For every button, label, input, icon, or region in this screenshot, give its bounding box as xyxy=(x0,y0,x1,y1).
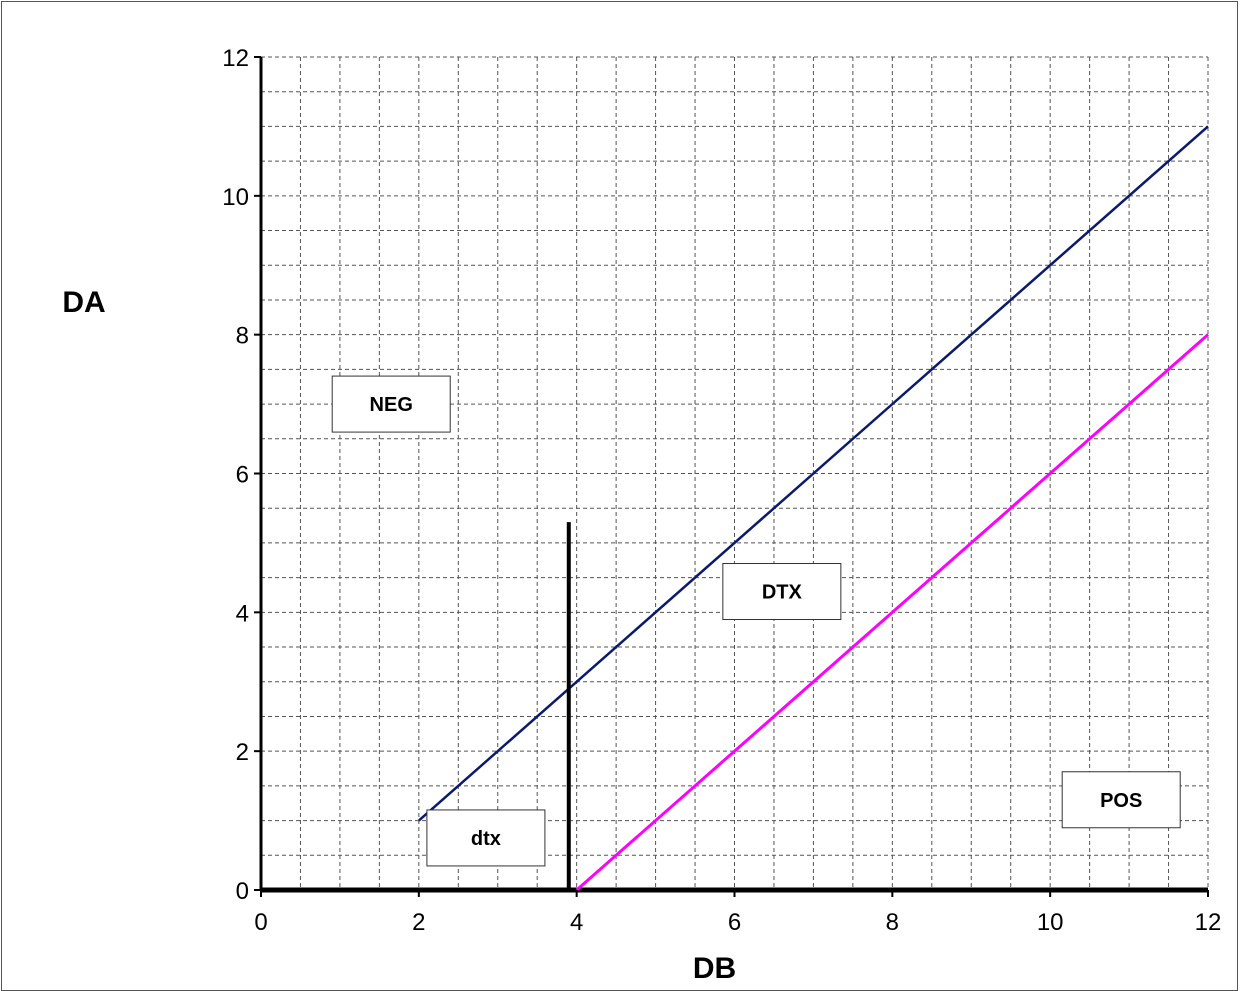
x-tick-label: 8 xyxy=(886,909,899,936)
y-tick-label: 8 xyxy=(236,323,249,350)
region-label-pos: POS xyxy=(1100,790,1142,812)
x-tick-label: 2 xyxy=(412,909,425,936)
region-label-box xyxy=(331,375,451,433)
region-label-box xyxy=(722,563,842,621)
region-labels: NEG DTX POS dtx xyxy=(331,375,1181,867)
series-line-2 xyxy=(575,333,1209,892)
y-tick-label: 10 xyxy=(222,184,249,211)
x-tick-label: 4 xyxy=(570,909,583,936)
x-tick-label: 12 xyxy=(1195,909,1222,936)
series-line-1 xyxy=(418,125,1209,822)
y-tick-label: 2 xyxy=(236,739,249,766)
region-label-box xyxy=(1061,771,1181,829)
region-label-box xyxy=(426,809,546,867)
grid xyxy=(261,56,1209,890)
tick-labels: 0 2 4 6 8 10 12 0 2 4 6 8 10 12 xyxy=(222,45,1221,936)
y-axis-label: DA xyxy=(62,286,105,319)
y-tick-label: 6 xyxy=(236,462,249,489)
y-tick-label: 4 xyxy=(236,600,249,627)
y-tick-label: 0 xyxy=(236,878,249,905)
x-tick-label: 0 xyxy=(254,909,267,936)
series-layer xyxy=(418,125,1209,892)
region-label-dtx: DTX xyxy=(762,582,803,604)
x-axis-label: DB xyxy=(693,952,736,985)
x-tick-label: 10 xyxy=(1037,909,1064,936)
x-tick-label: 6 xyxy=(728,909,741,936)
region-label-dtx: dtx xyxy=(471,828,501,850)
region-label-neg: NEG xyxy=(370,394,413,416)
y-tick-label: 12 xyxy=(222,45,249,72)
